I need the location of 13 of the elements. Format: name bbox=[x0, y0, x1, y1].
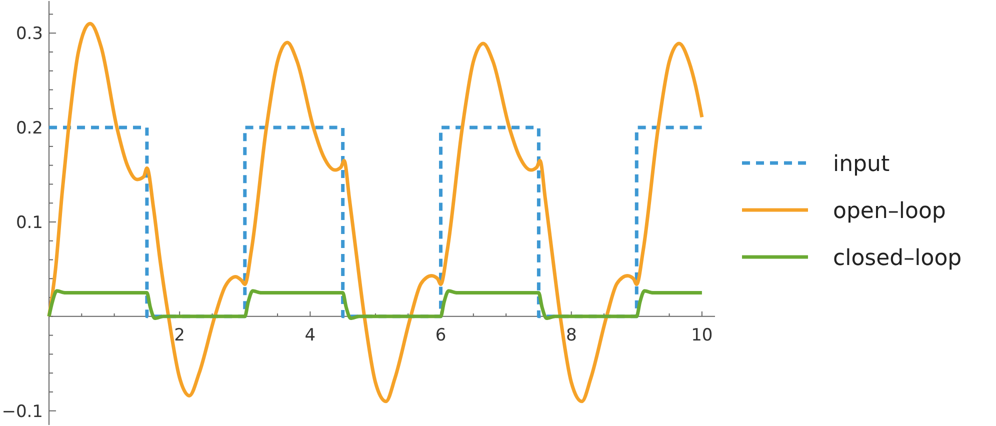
line-series bbox=[47, 289, 704, 320]
legend-label: input bbox=[833, 152, 890, 177]
x-tick-label: 6 bbox=[435, 325, 446, 346]
x-tick-label: 2 bbox=[174, 325, 185, 346]
y-tick-label: −0.1 bbox=[2, 402, 43, 422]
y-tick-label: 0.1 bbox=[16, 212, 43, 233]
x-tick-label: 4 bbox=[304, 325, 316, 346]
x-tick-label: 8 bbox=[566, 325, 577, 346]
legend-label: closed–loop bbox=[833, 246, 962, 271]
y-tick-label: 0.2 bbox=[16, 118, 43, 139]
x-tick-label: 10 bbox=[691, 325, 713, 346]
legend-label: open–loop bbox=[833, 199, 946, 224]
y-tick-label: 0.3 bbox=[16, 24, 43, 44]
